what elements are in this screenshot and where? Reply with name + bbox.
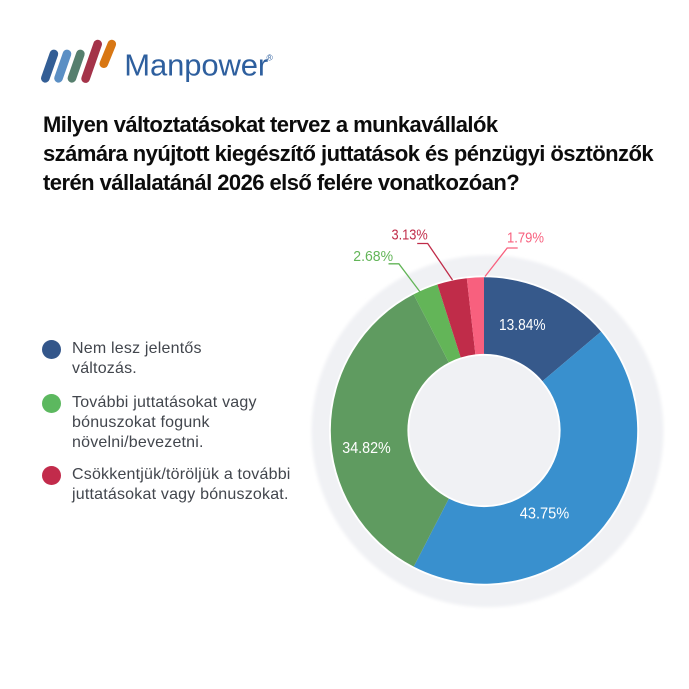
svg-text:3.13%: 3.13% bbox=[392, 228, 428, 244]
svg-text:13.84%: 13.84% bbox=[499, 317, 546, 334]
svg-text:Manpower: Manpower bbox=[124, 48, 268, 83]
svg-text:2.68%: 2.68% bbox=[353, 249, 393, 265]
svg-text:1.79%: 1.79% bbox=[507, 231, 544, 247]
svg-text:43.75%: 43.75% bbox=[520, 505, 570, 522]
svg-text:®: ® bbox=[267, 53, 274, 63]
svg-text:34.82%: 34.82% bbox=[342, 440, 391, 457]
